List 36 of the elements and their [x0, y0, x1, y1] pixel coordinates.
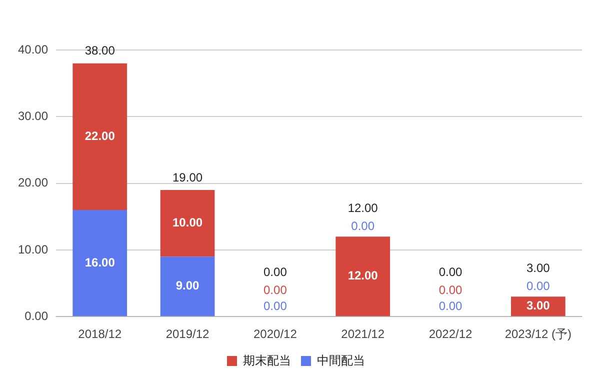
bar [160, 256, 215, 316]
x-tick-label: 2022/12 [428, 327, 473, 342]
legend-label: 期末配当 [243, 353, 291, 368]
data-label: 12.00 [348, 268, 378, 283]
data-label: 0.00 [264, 282, 288, 297]
text: 0.00 [438, 264, 462, 279]
y-tick-label: 0.00 [24, 308, 48, 323]
bar [72, 63, 128, 210]
bar [72, 210, 128, 316]
data-label: 0.00 [526, 278, 550, 293]
data-label: 3.00 [526, 298, 550, 313]
legend-label: 中間配当 [317, 353, 365, 368]
x-tick-label: 2021/12 [341, 327, 385, 342]
y-tick-label: 30.00 [18, 108, 48, 123]
data-label: 10.00 [172, 216, 203, 230]
bar [336, 236, 390, 316]
data-label: 0.00 [351, 218, 375, 233]
bar [160, 190, 215, 257]
x-tick-label: 2020/12 [253, 327, 298, 342]
total-label: 19.00 [172, 170, 203, 184]
y-tick-label: 20.00 [18, 176, 48, 190]
y-tick-label: 10.00 [18, 242, 48, 256]
total-label: 0.00 [438, 298, 463, 313]
total-label: 38.00 [84, 44, 116, 58]
x-tick-label: 2019/12 [166, 327, 210, 342]
data-label: 9.00 [176, 278, 200, 293]
x-tick-label: 2023/12 (予) [504, 327, 572, 342]
text: 0.00 [264, 264, 287, 279]
data-label: 16.00 [84, 255, 116, 270]
data-label: 22.00 [84, 128, 116, 143]
total-label: 12.00 [348, 200, 378, 215]
data-label: 0.00 [438, 282, 463, 297]
x-tick-label: 2018/12 [78, 327, 122, 342]
y-tick-label: 40.00 [18, 42, 48, 56]
total-label: 3.00 [526, 260, 550, 275]
total-label: 0.00 [264, 298, 288, 313]
